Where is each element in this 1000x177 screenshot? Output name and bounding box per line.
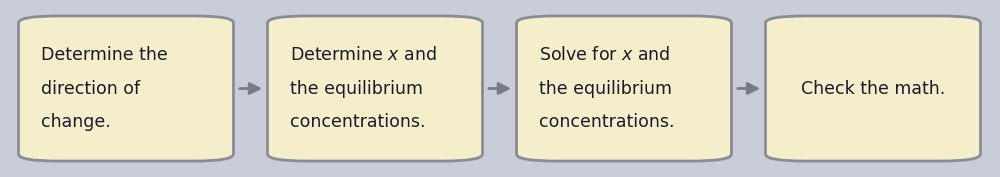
Text: Determine $x$ and: Determine $x$ and bbox=[290, 46, 437, 64]
Text: concentrations.: concentrations. bbox=[290, 113, 426, 131]
FancyBboxPatch shape bbox=[516, 16, 731, 161]
FancyBboxPatch shape bbox=[268, 16, 483, 161]
FancyBboxPatch shape bbox=[19, 16, 233, 161]
Text: direction of: direction of bbox=[41, 79, 140, 98]
Text: concentrations.: concentrations. bbox=[539, 113, 674, 131]
Text: Solve for $x$ and: Solve for $x$ and bbox=[539, 46, 670, 64]
Text: change.: change. bbox=[41, 113, 111, 131]
Text: the equilibrium: the equilibrium bbox=[290, 79, 423, 98]
Text: Determine the: Determine the bbox=[41, 46, 168, 64]
FancyBboxPatch shape bbox=[766, 16, 980, 161]
Text: the equilibrium: the equilibrium bbox=[539, 79, 672, 98]
Text: Check the math.: Check the math. bbox=[801, 79, 945, 98]
